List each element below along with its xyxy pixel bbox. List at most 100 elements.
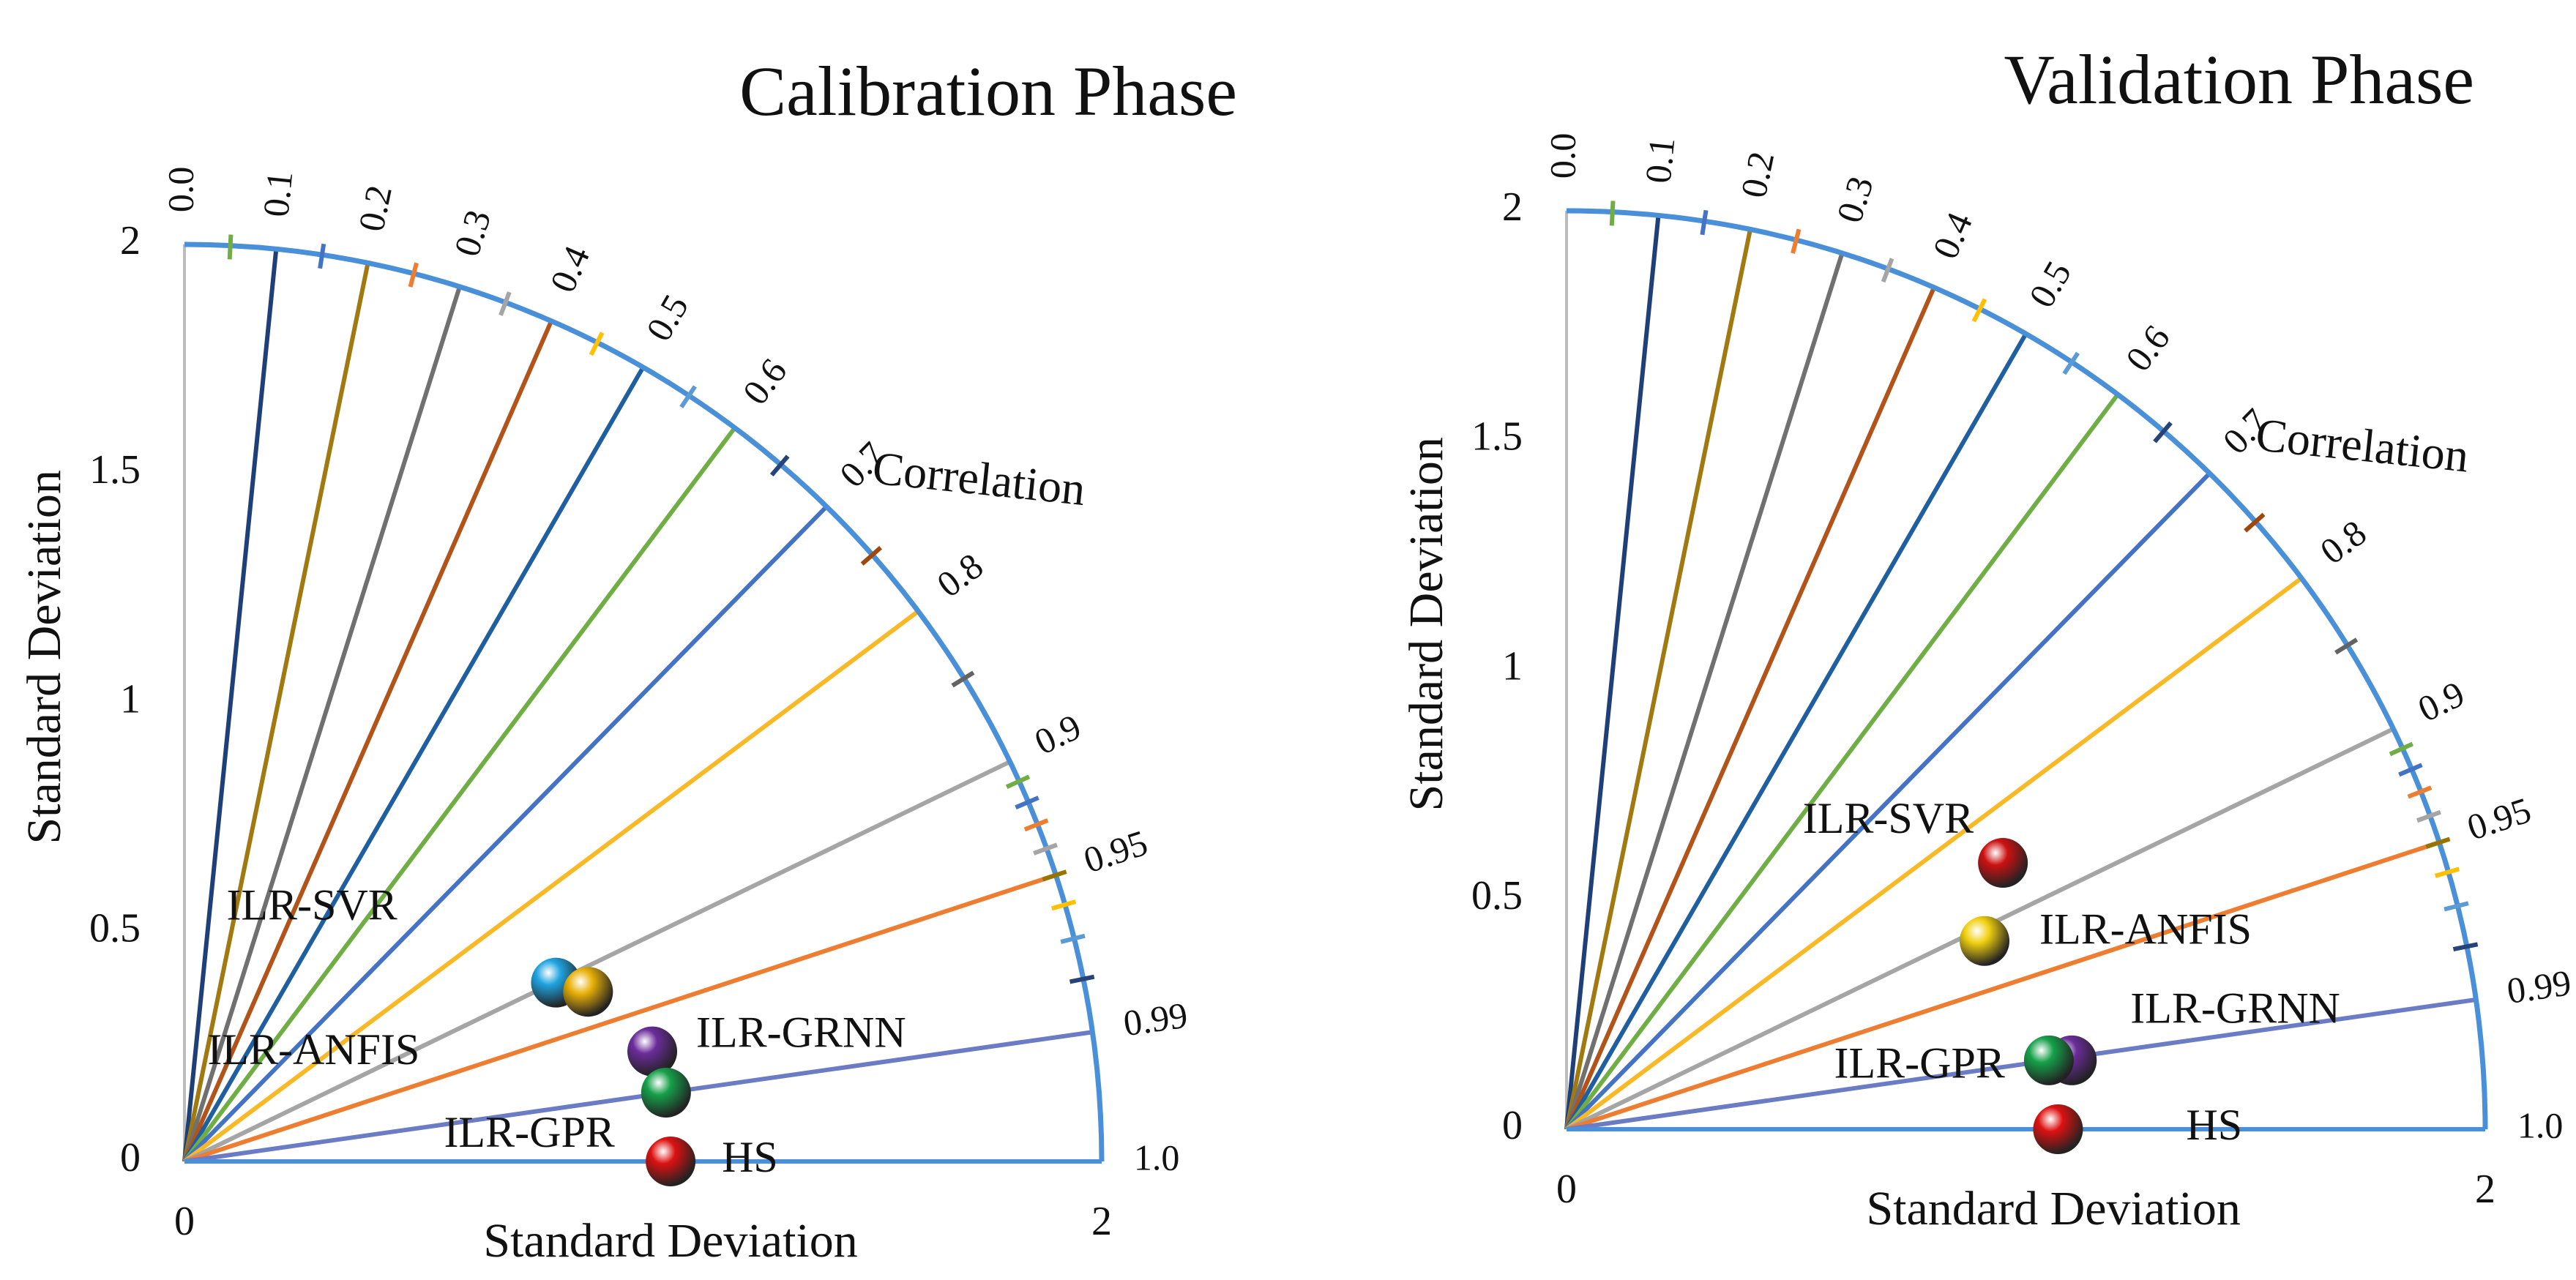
correlation-label: 0.3 [1829,171,1881,227]
arc-minor-tick [1609,201,1616,226]
x-tick-label: 0 [1556,1167,1577,1212]
chart-title: Calibration Phase [739,52,1237,130]
y-tick-label: 0.5 [1471,873,1523,918]
correlation-ray [182,366,646,1163]
arc-minor-tick [1881,258,1894,283]
data-point-label: ILR-GPR [1834,1039,2005,1088]
y-tick-label: 1 [120,676,141,722]
data-point-hs [2033,1104,2083,1154]
correlation-axis-title: Correlation [870,441,1088,515]
arc-minor-tick [227,234,234,260]
arc-minor-tick [1069,974,1095,984]
correlation-ray [1564,286,1936,1131]
arc-minor-tick [499,291,512,316]
correlation-ray [1566,997,2476,1131]
correlation-ray [1564,252,1845,1130]
correlation-label: 0.4 [542,240,597,299]
correlation-axis-title: Correlation [2253,408,2471,482]
arc-minor-tick [2389,741,2413,757]
data-point-label: ILR-GPR [444,1108,614,1156]
data-point-ilr-anfis [1960,916,2010,966]
arc-minor-tick [2452,942,2479,951]
y-tick-label: 0.5 [89,906,141,951]
correlation-label: 0.9 [2411,673,2471,730]
correlation-label: 0.0 [160,167,201,213]
correlation-label: 0.2 [351,181,400,234]
arc-minor-tick [1005,774,1031,790]
correlation-label: 0.6 [2118,318,2178,379]
correlation-ray [1564,393,2120,1131]
x-tick-label: 2 [2475,1167,2495,1212]
y-tick-label: 1.5 [89,447,141,493]
arc-minor-tick [2416,809,2441,823]
arc-minor-tick [860,546,883,566]
data-point-ilr-gpr [641,1068,691,1118]
correlation-label: 0.8 [2312,512,2374,572]
y-tick-label: 0 [1502,1103,1523,1148]
arc-minor-tick [1971,298,1987,323]
correlation-ray [1566,840,2441,1131]
data-point-label: HS [722,1133,778,1181]
correlation-ray [182,248,279,1162]
arc-minor-tick [679,385,697,408]
correlation-ray [1564,332,2028,1131]
correlation-label: 0.0 [1542,133,1583,179]
correlation-ray [184,1030,1093,1164]
correlation-label: 0.4 [1924,206,1980,265]
arc-minor-tick [1060,933,1086,944]
arc-minor-tick [2153,421,2173,443]
arc-minor-tick [589,332,605,356]
arc-minor-tick [2398,763,2423,777]
correlation-ray [1564,214,1661,1130]
arc-minor-tick [2434,867,2460,878]
correlation-ray [184,872,1057,1164]
correlation-ray [182,285,462,1162]
correlation-label: 0.1 [1638,135,1683,185]
correlation-label: 0.5 [638,288,696,348]
y-tick-label: 2 [120,218,141,263]
correlation-label: 0.95 [2463,789,2536,848]
correlation-label: 0.9 [1028,706,1088,763]
correlation-label: 0.99 [2504,962,2574,1011]
data-point-label: ILR-GRNN [696,1008,906,1056]
data-point-ilr-grnn [627,1026,678,1077]
taylor-diagram-1: 0.0 0.1 0.2 0.30.40.50.60.70.80.90.950.991.… [18,52,1237,1268]
data-point-label: ILR-SVR [226,880,397,929]
x-tick-label: 0 [174,1199,195,1244]
correlation-label: 0.95 [1079,822,1153,881]
arc-minor-tick [1015,796,1039,810]
correlation-ray [1565,576,2303,1131]
correlation-ray [182,426,737,1163]
y-tick-label: 0 [120,1135,141,1180]
correlation-ray [183,760,1012,1164]
correlation-ray [182,505,829,1164]
correlation-ray [182,320,553,1163]
arc-minor-tick [1042,869,1067,882]
data-point-label: ILR-SVR [1803,794,1974,842]
y-axis-title: Standard Deviation [18,470,71,844]
correlation-label: 0.3 [446,205,499,261]
arc-minor-tick [2425,837,2451,849]
arc-minor-tick [1023,818,1049,832]
correlation-ray [1564,228,1752,1130]
arc-minor-tick [1700,209,1709,236]
correlation-label: 0.8 [929,545,990,605]
correlation-ray [183,609,920,1164]
correlation-label: 0.1 [255,169,300,219]
correlation-label: 1.0 [1134,1137,1180,1178]
data-point-label: ILR-ANFIS [2039,905,2252,953]
y-tick-label: 1 [1502,643,1523,689]
taylor-diagram-2: 0.0 0.1 0.2 0.30.40.50.60.70.80.90.950.991.… [1400,40,2574,1235]
x-tick-label: 2 [1091,1199,1112,1244]
correlation-ray [182,262,370,1162]
arc-minor-tick [2407,785,2433,799]
data-point-ilr-svr [1978,838,2028,888]
arc-minor-tick [1791,228,1802,254]
arc-minor-tick [408,262,419,288]
arc-minor-tick [769,454,790,477]
y-tick-label: 1.5 [1471,414,1523,460]
arc-minor-tick [2444,901,2469,912]
correlation-ray [1564,471,2211,1131]
arc-minor-tick [951,670,975,688]
